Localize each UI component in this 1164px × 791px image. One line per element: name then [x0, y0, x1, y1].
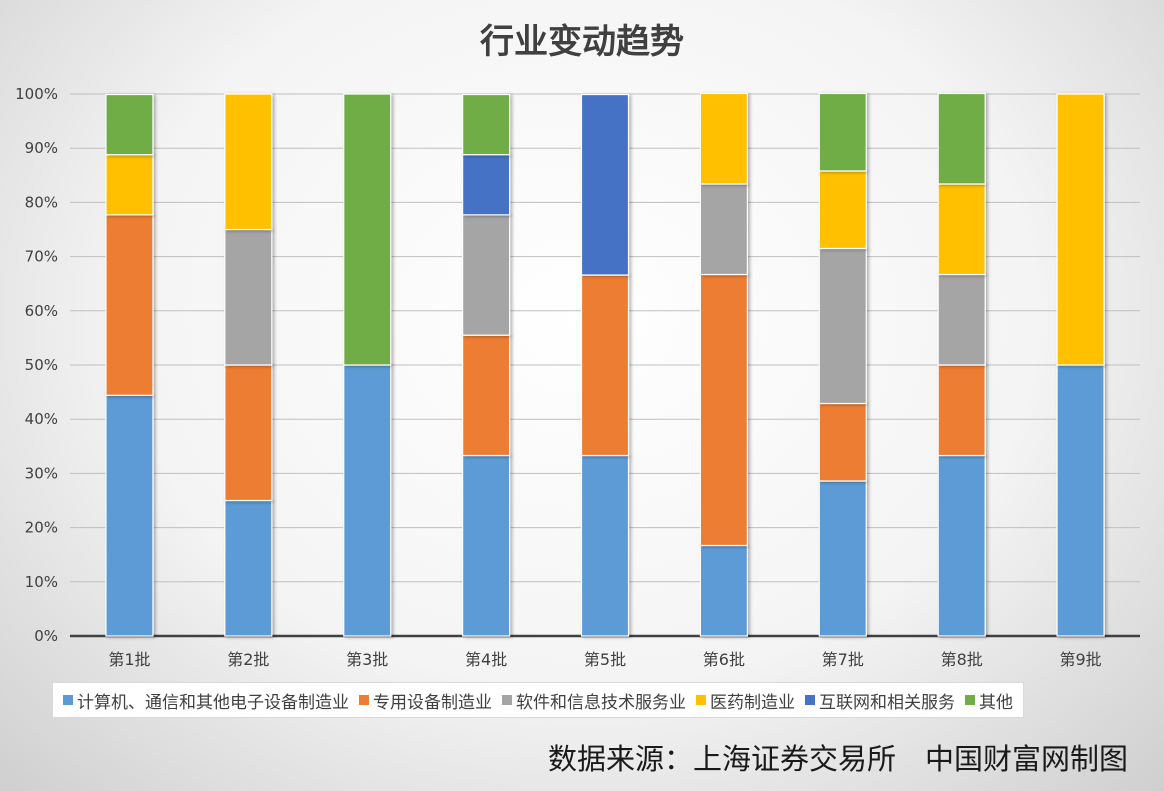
bar-segment [224, 364, 273, 502]
y-tick-label: 60% [25, 302, 58, 320]
x-tick-label: 第5批 [584, 650, 626, 669]
bar-segment [818, 92, 867, 172]
bar-segment [580, 274, 630, 457]
legend-item: 互联网和相关服务 [805, 688, 955, 713]
y-tick-label: 0% [34, 627, 58, 645]
bar-segment [699, 183, 748, 276]
legend-item: 医药制造业 [696, 688, 795, 713]
bar-segment [343, 364, 392, 637]
bar-segment [1056, 364, 1105, 637]
legend-label: 医药制造业 [710, 692, 795, 713]
bar-segment [462, 334, 511, 457]
y-tick-label: 80% [25, 193, 58, 211]
bar-segment [818, 247, 867, 405]
legend-item: 软件和信息技术服务业 [502, 688, 686, 713]
x-tick-label: 第2批 [227, 650, 269, 669]
legend-label: 计算机、通信和其他电子设备制造业 [77, 692, 349, 713]
bar-segment [937, 454, 986, 637]
x-tick-label: 第7批 [822, 650, 864, 669]
bar-segment [105, 214, 154, 396]
bar-segment [937, 183, 986, 276]
x-tick-label: 第1批 [108, 650, 150, 669]
legend-swatch [502, 695, 512, 705]
legend-item: 计算机、通信和其他电子设备制造业 [63, 688, 349, 713]
bar-segment [462, 454, 511, 637]
bar-segment [462, 93, 511, 156]
bar-segment [1056, 93, 1105, 366]
bar-segment [105, 154, 154, 216]
legend-swatch [359, 695, 369, 705]
bar-segment [818, 170, 867, 250]
bar-segment [580, 454, 630, 637]
y-tick-label: 90% [25, 139, 58, 157]
bar-segment [224, 93, 273, 231]
bar-segment [699, 273, 748, 547]
bars [105, 92, 1105, 637]
bar-segment [224, 228, 273, 366]
legend-label: 专用设备制造业 [373, 692, 492, 713]
y-tick-label: 70% [25, 248, 58, 266]
bar-segment [818, 402, 867, 482]
bar-segment [818, 480, 867, 637]
legend-swatch [63, 695, 73, 705]
legend-label: 互联网和相关服务 [819, 692, 955, 713]
x-tick-label: 第6批 [703, 650, 745, 669]
y-tick-label: 100% [15, 85, 58, 103]
x-axis-ticks: 第1批 第2批 第3批 第4批 第5批 第6批 第7批 第8批 第9批 [108, 650, 1101, 669]
x-tick-label: 第8批 [941, 650, 983, 669]
legend-swatch [965, 695, 975, 705]
y-tick-label: 30% [25, 464, 58, 482]
legend-item: 专用设备制造业 [359, 688, 492, 713]
bar-segment [343, 93, 392, 366]
bar-segment [699, 92, 748, 185]
y-tick-label: 20% [25, 519, 58, 537]
bar-segment [462, 154, 511, 216]
legend-swatch [696, 695, 706, 705]
legend-swatch [805, 695, 815, 705]
bar-segment [937, 92, 986, 185]
x-tick-label: 第3批 [346, 650, 388, 669]
x-tick-label: 第9批 [1059, 650, 1101, 669]
bar-segment [105, 93, 154, 156]
bar-segment [699, 544, 748, 637]
bar-segment [580, 93, 630, 276]
bar-segment [105, 394, 154, 637]
legend-label: 其他 [979, 692, 1013, 713]
y-tick-label: 50% [25, 356, 58, 374]
source-note: 数据来源：上海证券交易所 中国财富网制图 [547, 742, 1128, 776]
legend: 计算机、通信和其他电子设备制造业 专用设备制造业 软件和信息技术服务业 医药制造业 互联… [52, 682, 1024, 718]
legend-item: 其他 [965, 688, 1013, 713]
y-tick-label: 10% [25, 573, 58, 591]
x-tick-label: 第4批 [465, 650, 507, 669]
y-tick-label: 40% [25, 410, 58, 428]
chart-title: 行业变动趋势 [480, 22, 684, 62]
legend-label: 软件和信息技术服务业 [516, 692, 686, 713]
y-axis-ticks: 0% 10% 20% 30% 40% 50% 60% 70% 80% 90% 100% [15, 85, 58, 645]
bar-segment [937, 364, 986, 457]
bar-segment [224, 499, 273, 637]
bar-segment [937, 273, 986, 366]
bar-segment [462, 214, 511, 336]
